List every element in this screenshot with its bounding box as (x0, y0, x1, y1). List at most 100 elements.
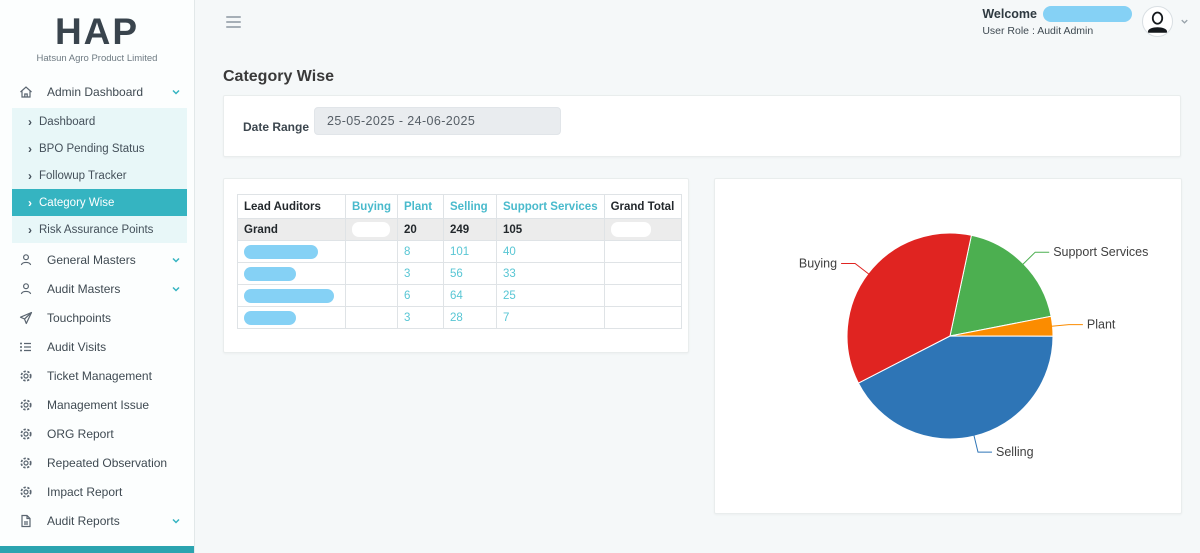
buying-cell (345, 262, 398, 285)
table-row: 3 28 7 (237, 306, 682, 329)
sidebar-item-audit-masters[interactable]: Audit Masters (0, 274, 194, 303)
support-services-cell[interactable]: 7 (496, 306, 605, 329)
sidebar-item-dashboard[interactable]: › Dashboard (12, 108, 187, 135)
pie-label-selling: Selling (996, 445, 1034, 459)
user-avatar[interactable] (1142, 6, 1173, 37)
lead-auditors-table-card: Lead Auditors Buying Plant Selling Suppo… (223, 178, 689, 353)
sidebar-item-label: Management Issue (47, 397, 150, 412)
category-pie-chart-card: Support Services Plant Selling Buying (714, 178, 1182, 514)
sidebar-item-label: Impact Report (47, 484, 123, 499)
sidebar-item-label: Admin Dashboard (47, 84, 144, 99)
redacted-name-blob (244, 244, 318, 259)
buying-cell (345, 284, 398, 307)
submenu-arrow-icon: › (28, 114, 32, 129)
sidebar-item-management-issue[interactable]: Management Issue (0, 390, 194, 419)
sidebar-bottom-strip (0, 546, 194, 553)
menu-toggle-icon[interactable] (226, 16, 241, 28)
home-icon (18, 84, 34, 100)
sidebar-item-followup-tracker[interactable]: › Followup Tracker (12, 162, 187, 189)
grand-total-cell (603, 284, 682, 307)
grand-selling-cell: 249 (443, 218, 497, 241)
sidebar-nav: Admin Dashboard › Dashboard › BPO Pendin… (0, 77, 194, 535)
date-range-label: Date Range (243, 120, 310, 134)
pie-label-buying: Buying (799, 257, 837, 271)
date-range-input[interactable]: 25-05-2025 - 24-06-2025 (314, 107, 561, 135)
sidebar-item-general-masters[interactable]: General Masters (0, 245, 194, 274)
sidebar-item-audit-visits[interactable]: Audit Visits (0, 332, 194, 361)
redacted-value-blob (610, 222, 651, 237)
grand-buying-cell (345, 218, 398, 241)
user-icon (18, 281, 34, 297)
support-services-cell[interactable]: 40 (496, 240, 605, 263)
submenu-arrow-icon: › (28, 195, 32, 210)
grand-grand-total-cell (603, 218, 682, 241)
selling-cell[interactable]: 101 (443, 240, 497, 263)
sidebar-item-label: General Masters (47, 252, 136, 267)
auditor-name-cell (237, 306, 346, 329)
plant-cell[interactable]: 3 (397, 262, 444, 285)
column-header-plant[interactable]: Plant (397, 194, 444, 219)
pie-label-support-services: Support Services (1053, 245, 1148, 259)
gear-icon (18, 455, 34, 471)
gear-icon (18, 484, 34, 500)
selling-cell[interactable]: 64 (443, 284, 497, 307)
column-header-buying[interactable]: Buying (345, 194, 398, 219)
auditor-name-cell (237, 284, 346, 307)
gear-icon (18, 368, 34, 384)
submenu-item-label: Dashboard (39, 115, 96, 128)
plant-cell[interactable]: 8 (397, 240, 444, 263)
redacted-name-blob (244, 288, 334, 303)
chevron-down-icon (170, 515, 182, 527)
list-icon (18, 339, 34, 355)
chevron-down-icon (170, 283, 182, 295)
welcome-label: Welcome (982, 7, 1037, 21)
sidebar-item-category-wise[interactable]: › Category Wise (12, 189, 187, 216)
grand-plant-cell: 20 (397, 218, 444, 241)
grand-total-cell (603, 306, 682, 329)
sidebar-item-impact-report[interactable]: Impact Report (0, 477, 194, 506)
submenu-item-label: Category Wise (39, 196, 115, 209)
sidebar-item-touchpoints[interactable]: Touchpoints (0, 303, 194, 332)
submenu-arrow-icon: › (28, 222, 32, 237)
column-header-selling[interactable]: Selling (443, 194, 497, 219)
selling-cell[interactable]: 28 (443, 306, 497, 329)
sidebar-item-risk-assurance-points[interactable]: › Risk Assurance Points (12, 216, 187, 243)
chevron-down-icon (170, 254, 182, 266)
file-icon (18, 513, 34, 529)
user-role-label: User Role : Audit Admin (982, 25, 1094, 37)
plant-cell[interactable]: 6 (397, 284, 444, 307)
sidebar-item-admin-dashboard[interactable]: Admin Dashboard (0, 77, 194, 106)
support-services-cell[interactable]: 33 (496, 262, 605, 285)
table-row: 3 56 33 (237, 262, 682, 285)
submenu-arrow-icon: › (28, 168, 32, 183)
user-menu-chevron-icon[interactable] (1179, 16, 1190, 27)
user-text: Welcome User Role : Audit Admin (982, 6, 1132, 37)
sidebar-item-label: Audit Visits (47, 339, 107, 354)
gear-icon (18, 397, 34, 413)
column-header-support-services[interactable]: Support Services (496, 194, 605, 219)
plant-cell[interactable]: 3 (397, 306, 444, 329)
page-title: Category Wise (223, 68, 334, 85)
sidebar-item-label: Audit Masters (47, 281, 121, 296)
sidebar-item-ticket-management[interactable]: Ticket Management (0, 361, 194, 390)
sidebar: HAP Hatsun Agro Product Limited Admin Da… (0, 0, 195, 553)
buying-cell (345, 306, 398, 329)
submenu-item-label: Followup Tracker (39, 169, 127, 182)
redacted-name-blob (244, 266, 296, 281)
pie-label-connector-support-services (1022, 251, 1050, 265)
grand-total-row: Grand 20 249 105 (237, 218, 682, 241)
submenu-arrow-icon: › (28, 141, 32, 156)
sidebar-item-label: Ticket Management (47, 368, 152, 383)
sidebar-item-org-report[interactable]: ORG Report (0, 419, 194, 448)
category-pie-chart: Support Services Plant Selling Buying (799, 232, 1148, 459)
sidebar-item-audit-reports[interactable]: Audit Reports (0, 506, 194, 535)
column-header-lead-auditors: Lead Auditors (237, 194, 346, 219)
auditor-name-cell (237, 240, 346, 263)
sidebar-item-repeated-observation[interactable]: Repeated Observation (0, 448, 194, 477)
date-filter-card: Date Range 25-05-2025 - 24-06-2025 (223, 95, 1181, 157)
support-services-cell[interactable]: 25 (496, 284, 605, 307)
selling-cell[interactable]: 56 (443, 262, 497, 285)
pie-label-connector-plant (1051, 324, 1083, 327)
sidebar-item-bpo-pending-status[interactable]: › BPO Pending Status (12, 135, 187, 162)
table-row: 6 64 25 (237, 284, 682, 307)
